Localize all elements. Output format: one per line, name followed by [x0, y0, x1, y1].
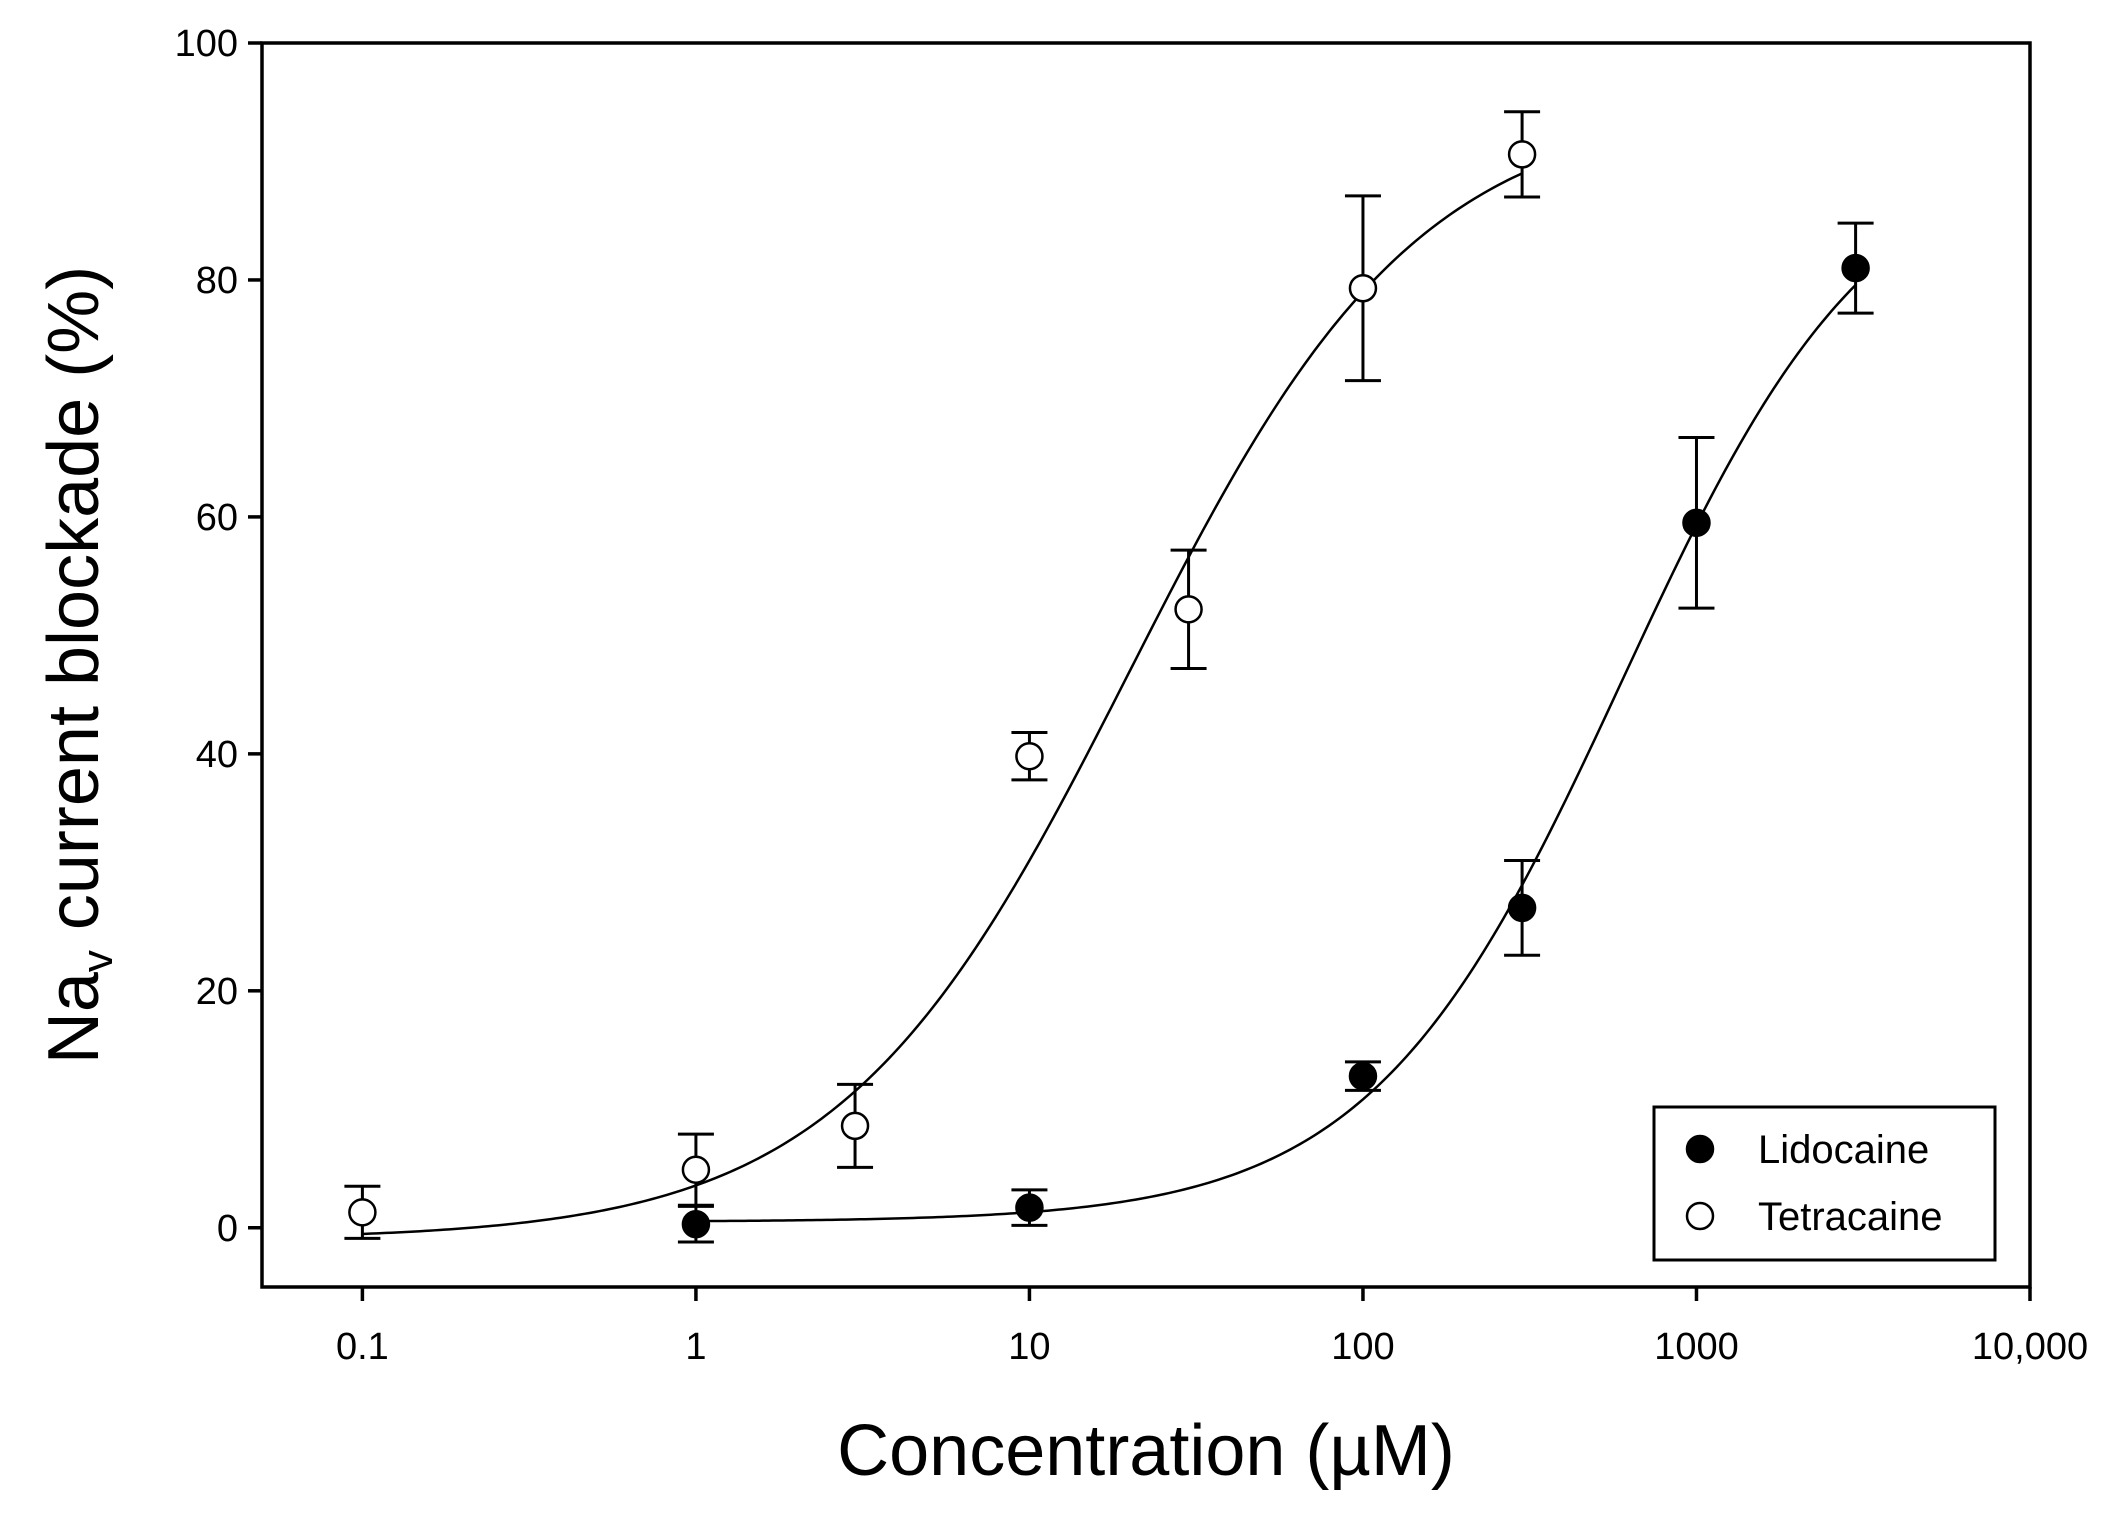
y-tick-label: 20 [196, 971, 238, 1013]
data-point-lidocaine [1507, 893, 1537, 923]
fit-curve-lidocaine [695, 284, 1857, 1223]
y-tick-label: 100 [175, 23, 238, 65]
data-point-lidocaine [681, 1209, 711, 1239]
data-point-lidocaine [1682, 508, 1711, 538]
x-tick-label: 10,000 [1972, 1326, 2088, 1368]
x-tick-label: 10 [1008, 1326, 1050, 1368]
legend: Lidocaine Tetracaine [1652, 1105, 1997, 1262]
data-point-tetracaine [681, 1155, 711, 1184]
axis-layer: 0 20 40 60 80 100 0.1 1 10 100 1000 10,000 [175, 23, 2089, 1368]
y-axis-title-prefix: Na [34, 971, 114, 1064]
data-point-tetracaine [1174, 595, 1203, 624]
data-point-tetracaine [1015, 741, 1044, 771]
data-point-tetracaine [1348, 273, 1378, 303]
legend-marker-tetracaine [1685, 1201, 1715, 1231]
y-tick-label: 40 [196, 734, 238, 776]
y-axis-title: Nav current blockade (%) [34, 266, 122, 1064]
y-tick-label: 80 [196, 260, 238, 302]
legend-marker-lidocaine [1685, 1134, 1715, 1164]
plot-frame [260, 41, 2032, 1289]
legend-label-tetracaine: Tetracaine [1758, 1195, 1943, 1239]
x-tick-label: 100 [1331, 1326, 1394, 1368]
data-point-tetracaine [348, 1198, 377, 1227]
data-point-tetracaine [1507, 140, 1537, 169]
plot-layer [344, 110, 1874, 1244]
data-point-tetracaine [840, 1111, 870, 1141]
y-tick-label: 60 [196, 497, 238, 539]
y-tick-label: 0 [217, 1208, 238, 1250]
x-tick-label: 0.1 [336, 1326, 389, 1368]
y-axis-title-suffix: current blockade (%) [34, 266, 114, 950]
data-point-lidocaine [1348, 1061, 1378, 1091]
data-point-lidocaine [1015, 1193, 1044, 1222]
legend-box [1652, 1105, 1997, 1262]
y-axis-title-subscript: v [73, 950, 122, 972]
legend-label-lidocaine: Lidocaine [1758, 1128, 1929, 1172]
x-axis-title: Concentration (µM) [837, 1411, 1455, 1491]
data-point-lidocaine [1841, 253, 1870, 283]
x-tick-label: 1000 [1654, 1326, 1739, 1368]
x-tick-label: 1 [685, 1326, 706, 1368]
fit-curve-tetracaine [362, 172, 1523, 1236]
